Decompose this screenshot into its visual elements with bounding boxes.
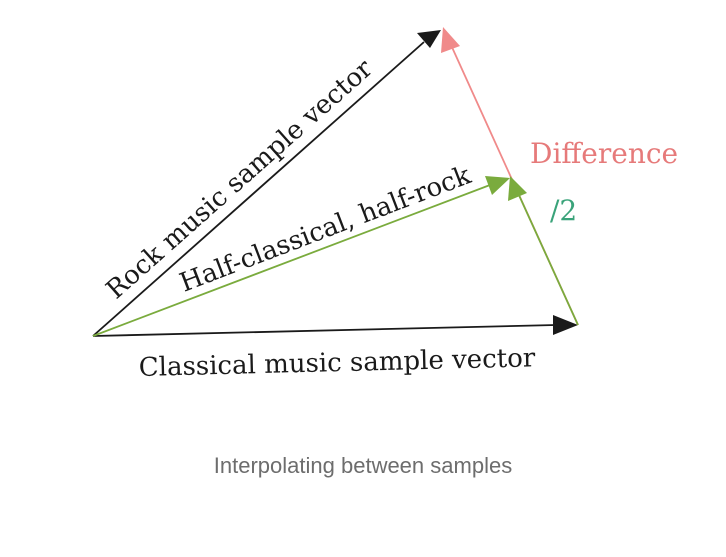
halve-label: /2 [550, 194, 577, 227]
classical-vector-label: Classical music sample vector [138, 343, 536, 383]
rock-vector-arrow [92, 30, 441, 337]
half-difference-arrow [508, 176, 579, 326]
difference-label: Difference [530, 137, 678, 170]
half-vector-arrow [92, 176, 510, 337]
figure-caption: Interpolating between samples [213, 453, 513, 478]
classical-vector-arrow [92, 315, 578, 337]
